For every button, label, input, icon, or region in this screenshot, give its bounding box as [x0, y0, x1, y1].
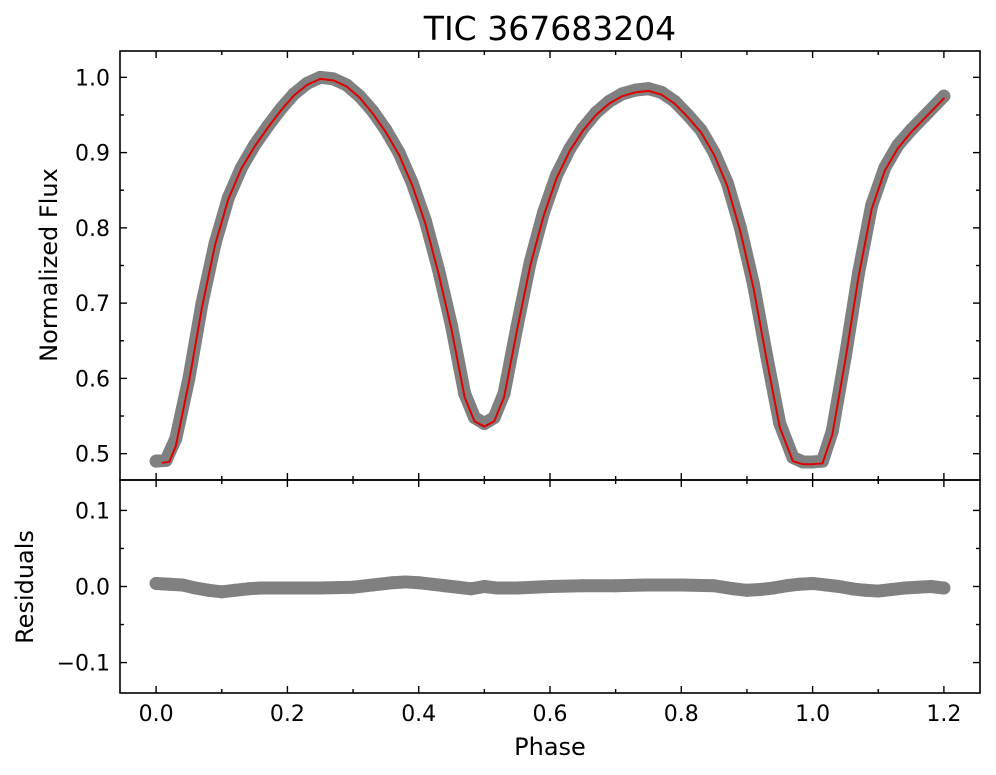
residuals-data-point	[937, 581, 951, 595]
residuals-data-point	[576, 579, 590, 593]
residuals-data-point	[858, 583, 872, 597]
residuals-data-point	[162, 577, 176, 591]
residuals-data-point	[346, 580, 360, 594]
residuals-data-point	[189, 581, 202, 595]
residuals-y-axis-label: Residuals	[11, 530, 39, 644]
flux-y-tick-label: 0.5	[75, 443, 110, 468]
residuals-x-tick-label: 1.2	[926, 702, 961, 727]
chart-title: TIC 367683204	[423, 9, 676, 48]
flux-data-point	[937, 89, 951, 103]
residuals-x-tick-label: 1.0	[795, 702, 830, 727]
residuals-data-point	[399, 575, 413, 589]
residuals-data-point	[884, 583, 898, 597]
residuals-x-tick-label: 0.0	[139, 702, 174, 727]
residuals-data-point	[438, 579, 452, 593]
residuals-data-point	[924, 580, 938, 593]
flux-data-point	[655, 85, 669, 99]
residuals-data-point	[412, 576, 426, 590]
residuals-data-point	[228, 583, 242, 597]
residuals-data-band	[149, 575, 951, 599]
residuals-data-point	[779, 579, 793, 593]
flux-y-tick-label: 0.7	[75, 292, 110, 317]
flux-data-point	[353, 89, 367, 103]
flux-data-point	[694, 123, 708, 137]
residuals-data-point	[175, 578, 189, 592]
flux-data-point	[589, 106, 603, 120]
residuals-data-point	[254, 581, 268, 595]
residuals-data-point	[280, 581, 294, 595]
residuals-data-point	[707, 579, 721, 593]
residuals-data-point	[819, 578, 833, 592]
flux-plot-area	[149, 70, 951, 469]
flux-frame	[119, 50, 981, 481]
flux-data-point	[891, 138, 905, 152]
flux-data-point	[681, 108, 695, 122]
flux-y-tick-label: 0.6	[75, 367, 110, 392]
residuals-x-tick-label: 0.2	[270, 702, 305, 727]
residuals-data-point	[740, 583, 754, 597]
residuals-data-point	[753, 583, 767, 597]
flux-y-axis-label: Normalized Flux	[35, 168, 63, 362]
flux-model-line	[161, 77, 945, 466]
residuals-data-point	[451, 580, 465, 594]
flux-data-point	[917, 109, 931, 123]
residuals-data-point	[792, 577, 806, 591]
residuals-data-point	[845, 582, 859, 596]
residuals-data-point	[727, 582, 741, 596]
residuals-data-point	[202, 583, 216, 597]
flux-data-point	[169, 432, 183, 446]
flux-data-band	[149, 70, 951, 469]
residuals-data-point	[313, 581, 327, 595]
residuals-data-point	[641, 578, 655, 592]
residuals-data-point	[366, 578, 380, 592]
residuals-data-point	[911, 580, 925, 594]
flux-panel: 0.5 0.6 0.7 0.8 0.9 1.0	[75, 50, 981, 481]
residuals-data-point	[832, 580, 846, 593]
flux-y-tick-label: 1.0	[75, 66, 110, 91]
flux-y-tick-label: 0.9	[75, 142, 110, 167]
flux-data-point	[477, 417, 491, 431]
residuals-y-tick-label: −0.1	[57, 652, 110, 677]
flux-data-point	[602, 94, 616, 108]
x-axis-label: Phase	[514, 733, 586, 761]
flux-data-point	[733, 221, 747, 235]
residuals-x-tick-label: 0.4	[401, 702, 436, 727]
residuals-data-point	[871, 584, 885, 598]
residuals-data-point	[464, 582, 478, 596]
residuals-data-point	[806, 576, 820, 590]
flux-data-point	[576, 122, 590, 136]
residuals-y-tick-label: 0.1	[75, 499, 110, 524]
residuals-data-point	[609, 579, 623, 593]
residuals-data-point	[385, 576, 399, 590]
residuals-data-point	[215, 585, 229, 599]
residuals-plot-area	[149, 575, 951, 599]
residuals-data-point	[241, 582, 255, 596]
residuals-data-point	[477, 580, 491, 593]
residuals-x-tick-label: 0.6	[533, 702, 568, 727]
flux-data-point	[904, 123, 918, 137]
residuals-data-point	[766, 581, 780, 595]
flux-data-point	[287, 87, 301, 101]
residuals-data-point	[674, 578, 688, 592]
residuals-data-point	[425, 577, 439, 591]
flux-data-point	[366, 104, 380, 118]
residuals-panel: −0.1 0.0 0.1 0.0 0.2 0.4 0.6 0.8 1.0 1.2	[57, 479, 981, 727]
residuals-data-point	[149, 576, 163, 590]
flux-data-point	[668, 94, 682, 108]
residuals-data-point	[490, 581, 504, 595]
flux-y-tick-label: 0.8	[75, 217, 110, 242]
residuals-y-tick-label: 0.0	[75, 576, 110, 601]
flux-data-point	[149, 454, 163, 468]
residuals-x-tick-label: 0.8	[664, 702, 699, 727]
residuals-data-point	[543, 580, 557, 593]
residuals-data-point	[898, 581, 911, 595]
residuals-data-point	[510, 581, 524, 595]
